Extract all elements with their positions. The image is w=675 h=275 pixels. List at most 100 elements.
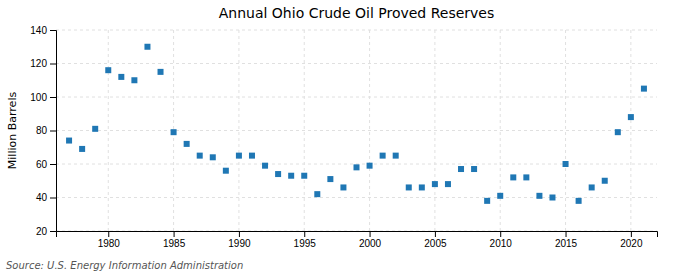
- tick-label: 2015: [555, 238, 578, 249]
- tick-label: 40: [36, 192, 48, 203]
- point: [484, 198, 490, 204]
- tick: 60: [36, 159, 56, 170]
- tick: 100: [30, 92, 56, 103]
- tick-label: 60: [36, 159, 48, 170]
- tick: 40: [36, 192, 56, 203]
- point: [288, 173, 294, 179]
- grid-line: [56, 30, 657, 31]
- tick-mark: [50, 97, 56, 98]
- tick-mark: [50, 30, 56, 31]
- tick: 1995: [294, 231, 317, 249]
- point: [275, 171, 281, 177]
- grid-line: [304, 30, 305, 231]
- grid-line: [56, 130, 657, 131]
- tick: 1980: [98, 231, 121, 249]
- point: [314, 191, 320, 197]
- tick-label: 1995: [294, 238, 317, 249]
- tick-label: 1980: [98, 238, 121, 249]
- axis-line: [50, 31, 57, 232]
- point: [549, 195, 555, 201]
- tick: 1990: [228, 231, 251, 249]
- chart: 1980198519901995200020052010201520202040…: [0, 0, 675, 275]
- grid-line: [56, 197, 657, 198]
- axis-line: [57, 232, 658, 238]
- point: [380, 153, 386, 159]
- point: [393, 153, 399, 159]
- tick-label: 2020: [620, 238, 643, 249]
- grid-line: [434, 30, 435, 231]
- grid-line: [500, 30, 501, 231]
- tick: 80: [36, 125, 56, 136]
- tick-mark: [239, 231, 240, 237]
- point: [79, 146, 85, 152]
- tick-label: 2005: [424, 238, 447, 249]
- point: [615, 129, 621, 135]
- tick-mark: [50, 64, 56, 65]
- points: [66, 44, 647, 204]
- annotation: Source: U.S. Energy Information Administ…: [6, 260, 243, 271]
- point: [367, 163, 373, 169]
- point: [158, 69, 164, 75]
- point: [131, 77, 137, 83]
- grid-line: [56, 97, 657, 98]
- point: [445, 181, 451, 187]
- tick-mark: [435, 231, 436, 237]
- point: [118, 74, 124, 80]
- tick-mark: [370, 231, 371, 237]
- grid-line: [108, 30, 109, 231]
- point: [262, 163, 268, 169]
- tick-mark: [108, 231, 109, 237]
- point: [536, 193, 542, 199]
- point: [249, 153, 255, 159]
- tick-mark: [304, 231, 305, 237]
- point: [628, 114, 634, 120]
- tick: 2015: [555, 231, 578, 249]
- point: [471, 166, 477, 172]
- point: [589, 184, 595, 190]
- point: [301, 173, 307, 179]
- tick: 120: [30, 58, 56, 69]
- grid-line: [238, 30, 239, 231]
- tick-label: 1985: [163, 238, 186, 249]
- point: [641, 86, 647, 92]
- tick: 2005: [424, 231, 447, 249]
- tick-mark: [50, 198, 56, 199]
- point: [210, 154, 216, 160]
- y-axis-label: Million Barrels: [6, 92, 19, 170]
- tick-label: 1990: [228, 238, 251, 249]
- tick-mark: [500, 231, 501, 237]
- tick: 20: [36, 226, 56, 237]
- grid-line: [565, 30, 566, 231]
- x-axis: 1980 1985 1990 1995 2000 2005 2010 2015 2020: [57, 231, 658, 249]
- point: [92, 126, 98, 132]
- tick: 2020: [620, 231, 643, 249]
- point: [497, 193, 503, 199]
- tick-label: 100: [30, 92, 47, 103]
- point: [510, 174, 516, 180]
- point: [171, 129, 177, 135]
- tick: 2010: [490, 231, 513, 249]
- point: [236, 153, 242, 159]
- point: [419, 184, 425, 190]
- point: [327, 176, 333, 182]
- point: [184, 141, 190, 147]
- point: [197, 153, 203, 159]
- plot-area: 1980198519901995200020052010201520202040…: [30, 25, 657, 249]
- point: [105, 67, 111, 73]
- grid-line: [369, 30, 370, 231]
- point: [144, 44, 150, 50]
- point: [354, 164, 360, 170]
- tick-mark: [50, 164, 56, 165]
- tick-mark: [566, 231, 567, 237]
- point: [223, 168, 229, 174]
- tick-label: 2000: [359, 238, 382, 249]
- point: [458, 166, 464, 172]
- tick-label: 140: [30, 25, 47, 36]
- point: [602, 178, 608, 184]
- grid-line: [630, 30, 631, 231]
- point: [432, 181, 438, 187]
- point: [406, 184, 412, 190]
- tick-label: 2010: [490, 238, 513, 249]
- title: Annual Ohio Crude Oil Proved Reserves: [219, 5, 495, 21]
- tick-label: 20: [36, 226, 48, 237]
